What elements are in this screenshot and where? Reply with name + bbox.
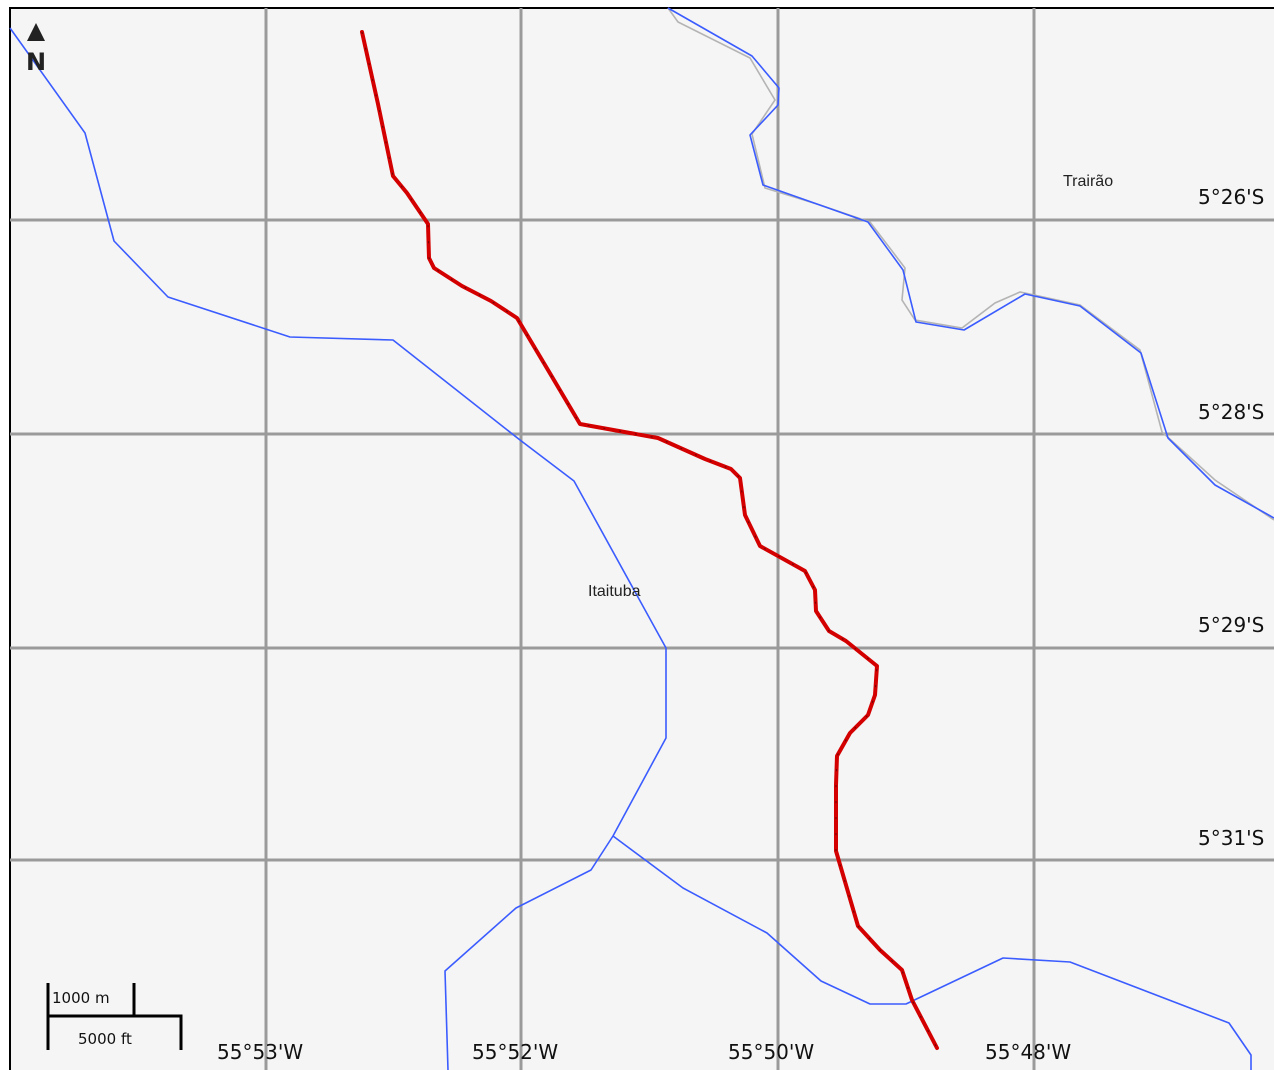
river-west — [9, 27, 667, 1070]
longitude-labels: 55°53'W 55°52'W 55°50'W 55°48'W — [217, 1040, 1071, 1064]
lon-label-4: 55°48'W — [985, 1040, 1071, 1064]
map-background — [10, 8, 1274, 1070]
scale-imperial-label: 5000 ft — [78, 1030, 132, 1048]
lat-label-3: 5°29'S — [1198, 613, 1264, 637]
river-east-shadow — [667, 7, 1274, 521]
lon-label-3: 55°50'W — [728, 1040, 814, 1064]
place-label-trairao: Trairão — [1063, 173, 1113, 190]
lat-label-4: 5°31'S — [1198, 826, 1264, 850]
scale-metric-label: 1000 m — [52, 989, 110, 1007]
route-track-line — [360, 30, 939, 1050]
scale-bar: 1000 m 5000 ft — [46, 983, 183, 1050]
lat-label-2: 5°28'S — [1198, 400, 1264, 424]
graticule — [10, 8, 1274, 1070]
north-arrow-triangle — [27, 23, 45, 41]
route-track — [360, 30, 939, 1050]
place-labels: Trairão Itaituba — [588, 173, 1113, 600]
place-label-itaituba: Itaituba — [588, 583, 641, 600]
map-frame — [9, 7, 1274, 1070]
north-arrow-icon: N — [26, 23, 46, 76]
north-arrow-label: N — [26, 48, 46, 76]
latitude-labels: 5°26'S 5°28'S 5°29'S 5°31'S — [1198, 185, 1264, 850]
river-south — [612, 835, 1252, 1070]
scale-bar-frame — [46, 983, 183, 1050]
lat-label-1: 5°26'S — [1198, 185, 1264, 209]
river-east — [667, 7, 1274, 519]
lon-label-2: 55°52'W — [472, 1040, 558, 1064]
waterways — [9, 7, 1274, 1070]
lon-label-1: 55°53'W — [217, 1040, 303, 1064]
